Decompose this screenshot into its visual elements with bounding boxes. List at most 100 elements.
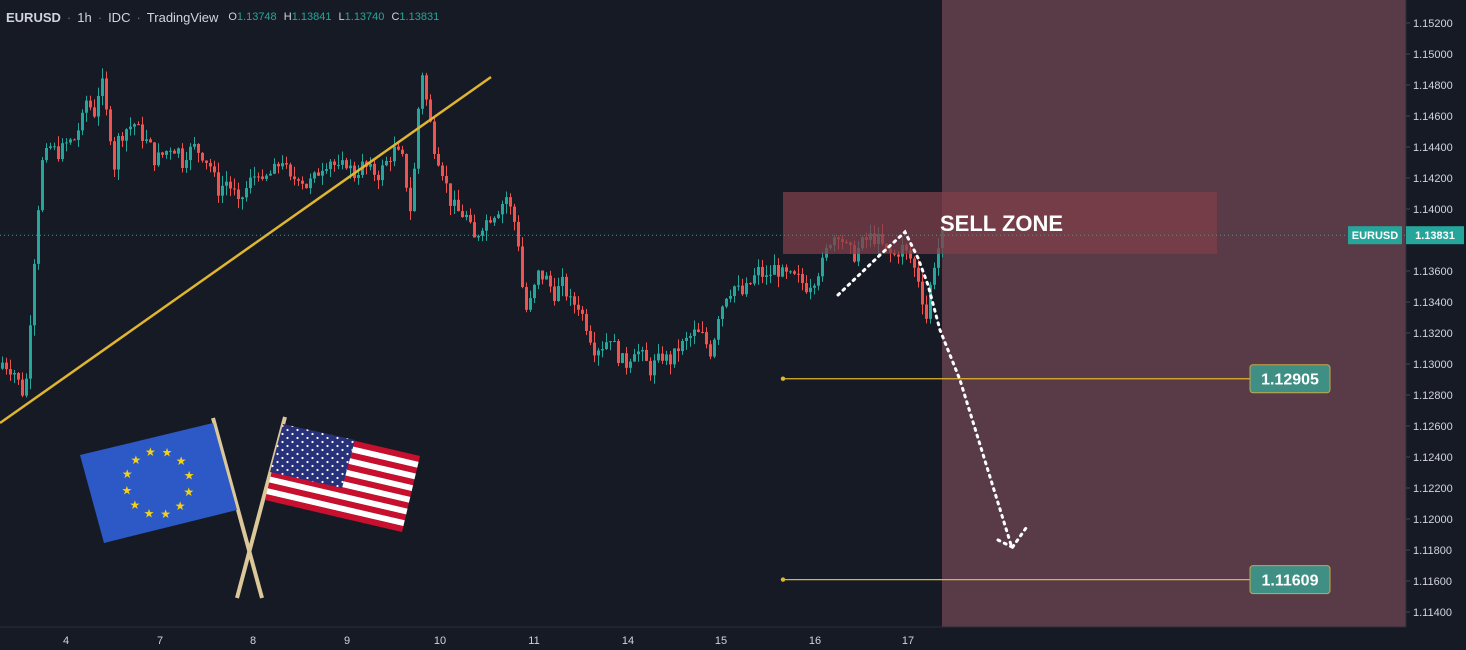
candle: [709, 340, 712, 360]
candle: [701, 321, 704, 334]
candle-body: [665, 354, 668, 361]
candle: [785, 264, 788, 279]
candle: [621, 353, 624, 364]
time-axis[interactable]: 4 7 8 9 10 11 14 15 16 17: [0, 626, 1406, 647]
candle: [913, 256, 916, 277]
candle-body: [293, 176, 296, 180]
candle: [605, 333, 608, 351]
candle-body: [65, 142, 68, 144]
candle: [137, 121, 140, 126]
candle: [445, 165, 448, 193]
candle-body: [489, 220, 492, 223]
candle-body: [261, 176, 264, 179]
candle: [373, 157, 376, 182]
candle: [281, 155, 284, 170]
candle: [749, 282, 752, 285]
candle: [917, 260, 920, 288]
candle-body: [405, 153, 408, 188]
candle-body: [817, 276, 820, 286]
candle: [385, 156, 388, 167]
y-tick-label: 1.13400: [1413, 297, 1453, 309]
candle: [629, 358, 632, 373]
candle: [341, 151, 344, 170]
candle-body: [213, 166, 216, 173]
candle-body: [521, 246, 524, 288]
candle-body: [753, 275, 756, 284]
candle: [653, 354, 656, 384]
candle-body: [533, 284, 536, 299]
candle: [597, 347, 600, 366]
candle: [473, 214, 476, 238]
candle: [813, 283, 816, 295]
target-label-text: 1.11609: [1262, 573, 1319, 590]
candle-body: [329, 161, 332, 170]
candle: [309, 173, 312, 195]
candle-body: [653, 360, 656, 376]
candle-body: [325, 169, 328, 171]
candle-body: [37, 210, 40, 264]
candle-body: [657, 353, 660, 361]
candle: [453, 190, 456, 215]
candle: [549, 270, 552, 293]
candle-body: [265, 175, 268, 179]
candle: [245, 181, 248, 202]
candle: [109, 105, 112, 146]
candle: [577, 296, 580, 316]
candle: [253, 166, 256, 186]
candle-body: [1, 362, 4, 369]
candle: [493, 216, 496, 227]
y-tick-label: 1.15200: [1413, 18, 1453, 30]
x-tick-label: 8: [250, 635, 256, 647]
candle-body: [369, 163, 372, 167]
candle-body: [513, 206, 516, 222]
candle: [429, 94, 432, 123]
candle-body: [249, 177, 252, 189]
candle: [677, 339, 680, 362]
candle-body: [101, 78, 104, 96]
symbol-label[interactable]: EURUSD: [6, 9, 61, 25]
candle: [481, 227, 484, 242]
candle-body: [609, 341, 612, 343]
x-tick-label: 16: [809, 635, 821, 647]
candle: [461, 204, 464, 218]
candle-body: [577, 304, 580, 310]
candle: [21, 372, 24, 398]
candle: [513, 203, 516, 231]
candle-body: [297, 179, 300, 181]
candle-body: [73, 139, 76, 141]
candle: [521, 237, 524, 289]
candle: [693, 320, 696, 345]
candle-body: [765, 275, 768, 277]
y-tick-label: 1.12000: [1413, 514, 1453, 526]
candle: [769, 265, 772, 284]
candle: [925, 295, 928, 324]
candle-body: [913, 258, 916, 268]
candle-body: [633, 354, 636, 362]
candle: [49, 142, 52, 150]
candle-body: [681, 340, 684, 352]
eu-star: ★: [184, 468, 195, 482]
candle: [257, 172, 260, 182]
candle-body: [641, 349, 644, 352]
candle-body: [161, 152, 164, 155]
candle: [213, 160, 216, 177]
y-tick-label: 1.13200: [1413, 328, 1453, 340]
candle: [933, 262, 936, 290]
candle-body: [789, 271, 792, 273]
price-axis[interactable]: 1.15200 1.15000 1.14800 1.14600 1.14400 1.142…: [1405, 0, 1466, 627]
candle: [313, 171, 316, 183]
interval-label[interactable]: 1h: [77, 9, 92, 25]
candle-body: [749, 283, 752, 285]
candle: [321, 162, 324, 185]
candle: [389, 156, 392, 172]
candle-body: [409, 187, 412, 212]
candle-body: [133, 124, 136, 127]
candle: [489, 216, 492, 224]
currency-flags: ★★★★★★★★★★ ★★: [80, 416, 420, 599]
candle-body: [673, 348, 676, 365]
y-tick-label: 1.14400: [1413, 142, 1453, 154]
candle-body: [117, 135, 120, 170]
candle-body: [269, 173, 272, 176]
candle: [161, 151, 164, 158]
